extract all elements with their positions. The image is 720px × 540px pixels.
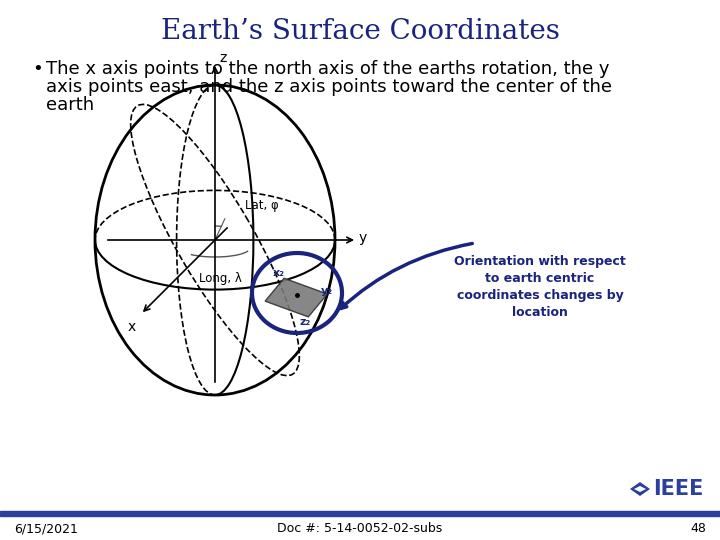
Text: Lat, φ: Lat, φ [245,199,279,212]
Text: 48: 48 [690,522,706,535]
Text: y₂: y₂ [321,286,333,296]
Text: •: • [32,60,42,78]
Polygon shape [630,482,650,496]
Text: earth: earth [46,96,94,114]
Text: x: x [127,320,136,334]
Text: Orientation with respect
to earth centric
coordinates changes by
location: Orientation with respect to earth centri… [454,255,626,319]
Text: IEEE: IEEE [653,479,703,499]
Text: z₂: z₂ [299,317,310,327]
Text: Earth’s Surface Coordinates: Earth’s Surface Coordinates [161,18,559,45]
Text: 6/15/2021: 6/15/2021 [14,522,78,535]
Polygon shape [265,278,328,317]
Bar [0,511,720,516]
Text: y: y [359,231,367,245]
Text: Doc #: 5-14-0052-02-subs: Doc #: 5-14-0052-02-subs [277,522,443,535]
Polygon shape [634,486,646,492]
Text: x₂: x₂ [273,268,285,278]
Text: Long, λ: Long, λ [199,272,241,285]
Text: axis points east, and the z axis points toward the center of the: axis points east, and the z axis points … [46,78,612,96]
Text: z: z [219,51,226,65]
Text: The x axis points to the north axis of the earths rotation, the y: The x axis points to the north axis of t… [46,60,610,78]
